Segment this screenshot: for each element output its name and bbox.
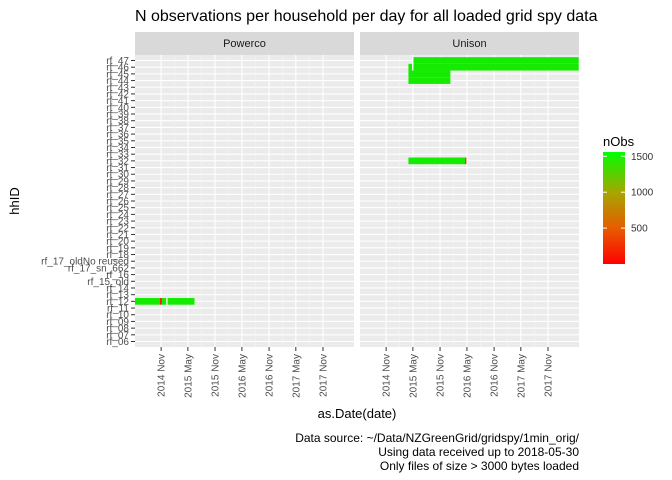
- y-tick-label: rf_31: [106, 163, 129, 174]
- data-tile: [408, 77, 451, 84]
- y-tick-label: rf_25: [106, 203, 129, 214]
- panel-label-powerco: Powerco: [223, 38, 266, 50]
- y-tick-label: rf_09: [106, 317, 129, 328]
- y-tick-label: rf_46: [106, 63, 129, 74]
- x-tick-label: 2016 May: [462, 354, 473, 398]
- data-tile: [161, 298, 167, 305]
- data-tile: [465, 157, 467, 165]
- y-tick-label: rf_22: [106, 223, 129, 234]
- legend-label: 500: [631, 224, 648, 235]
- data-tile: [160, 298, 162, 305]
- y-tick-label: rf_24: [106, 210, 129, 221]
- legend-label: 1000: [631, 188, 654, 199]
- data-tile: [167, 298, 195, 305]
- y-tick-label: rf_38: [106, 116, 129, 127]
- chart-title: N observations per household per day for…: [135, 8, 598, 25]
- y-tick-label: rf_41: [106, 96, 129, 107]
- y-tick-label: rf_40: [106, 103, 129, 114]
- x-tick-label: 2017 Nov: [543, 354, 554, 397]
- data-tile: [408, 63, 412, 71]
- x-tick-label: 2014 Nov: [382, 354, 393, 397]
- y-tick-label: rf_37: [106, 123, 129, 134]
- x-tick-label: 2017 May: [291, 354, 302, 398]
- legend-label: 1500: [631, 152, 654, 163]
- y-tick-label: rf_27: [106, 190, 129, 201]
- y-tick-label: rf_06: [106, 337, 129, 348]
- y-tick-label: rf_17_sn_662: [68, 263, 130, 274]
- panel-strip-powerco: [135, 32, 354, 55]
- x-tick-label: 2017 Nov: [318, 354, 329, 397]
- y-tick-label: rf_10: [106, 310, 129, 321]
- panel-strip-unison: [360, 32, 579, 55]
- y-tick-label: rf_14: [106, 283, 129, 294]
- legend-title: nObs: [603, 134, 635, 149]
- y-tick-label: rf_13: [106, 290, 129, 301]
- x-tick-label: 2015 Nov: [211, 354, 222, 397]
- x-tick-label: 2016 May: [237, 354, 248, 398]
- y-tick-label: rf_17_oldNo reused: [41, 257, 129, 268]
- x-tick-label: 2016 Nov: [490, 354, 501, 397]
- y-tick-label: rf_34: [106, 143, 129, 154]
- y-tick-label: rf_36: [106, 130, 129, 141]
- y-axis-title: hhID: [7, 187, 22, 214]
- y-tick-label: rf_29: [106, 176, 129, 187]
- y-tick-label: rf_16: [106, 270, 129, 281]
- caption-line-3: Only files of size > 3000 bytes loaded: [380, 459, 579, 473]
- y-tick-label: rf_07: [106, 330, 129, 341]
- x-tick-label: 2015 May: [183, 354, 194, 398]
- y-tick-label: rf_26: [106, 197, 129, 208]
- caption-line-2: Using data received up to 2018-05-30: [378, 445, 579, 459]
- y-tick-label: rf_42: [106, 89, 129, 100]
- y-tick-label: rf_28: [106, 183, 129, 194]
- data-tile: [135, 298, 161, 305]
- y-tick-label: rf_33: [106, 150, 129, 161]
- y-tick-label: rf_44: [106, 76, 129, 87]
- data-tile: [413, 63, 579, 71]
- y-tick-label: rf_35: [106, 136, 129, 147]
- data-tile: [408, 70, 451, 78]
- y-tick-label: rf_32: [106, 156, 129, 167]
- y-tick-label: rf_23: [106, 217, 129, 228]
- y-tick-label: rf_45: [106, 69, 129, 80]
- y-tick-label: rf_43: [106, 83, 129, 94]
- y-tick-label: rf_08: [106, 324, 129, 335]
- data-tile: [413, 57, 579, 64]
- panel-label-unison: Unison: [452, 38, 486, 50]
- x-tick-label: 2017 May: [516, 354, 527, 398]
- y-tick-label: rf_30: [106, 170, 129, 181]
- x-tick-label: 2015 May: [408, 354, 419, 398]
- y-tick-label: rf_39: [106, 110, 129, 121]
- caption-line-1: Data source: ~/Data/NZGreenGrid/gridspy/…: [295, 431, 579, 445]
- x-tick-label: 2015 Nov: [436, 354, 447, 397]
- data-tile: [408, 157, 466, 165]
- y-tick-label: rf_12: [106, 297, 129, 308]
- y-tick-label: rf_21: [106, 230, 129, 241]
- y-tick-label: rf_19: [106, 243, 129, 254]
- y-tick-label: rf_18: [106, 250, 129, 261]
- legend-colorbar: [603, 152, 625, 264]
- y-tick-label: rf_20: [106, 237, 129, 248]
- x-tick-label: 2014 Nov: [157, 354, 168, 397]
- y-tick-label: rf_47: [106, 56, 129, 67]
- y-tick-label: rf_11: [107, 304, 129, 315]
- y-tick-label: rf_15_old: [87, 277, 129, 288]
- x-tick-label: 2016 Nov: [265, 354, 276, 397]
- x-axis-title: as.Date(date): [318, 406, 397, 421]
